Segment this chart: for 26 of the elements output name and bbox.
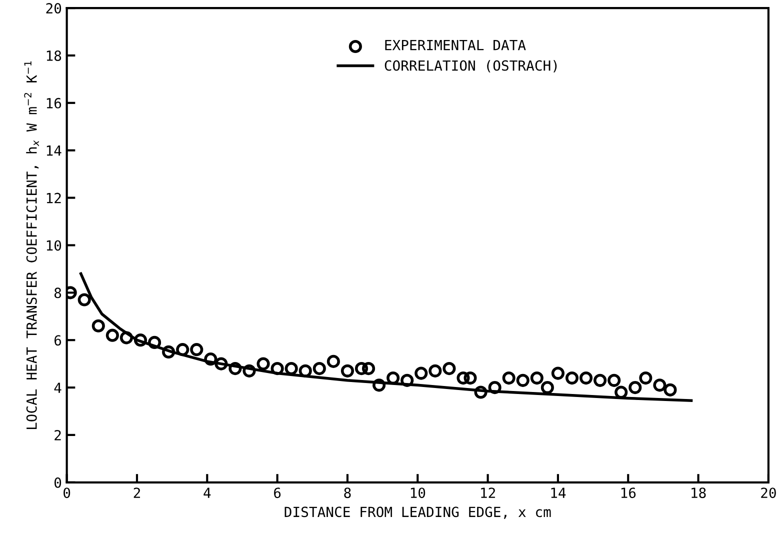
legend-label: EXPERIMENTAL DATA xyxy=(385,40,526,50)
legend-label: CORRELATION (OSTRACH) xyxy=(384,60,557,72)
x-tick-label: 0 xyxy=(64,488,70,498)
x-tick-label: 16 xyxy=(621,488,636,498)
x-tick-label: 10 xyxy=(410,488,426,498)
x-tick-label: 20 xyxy=(761,488,776,498)
y-tick-label: 16 xyxy=(46,98,62,108)
y-tick-label: 0 xyxy=(54,477,62,488)
x-tick-label: 18 xyxy=(692,488,706,498)
x-axis-title: DISTANCE FROM LEADING EDGE, x cm xyxy=(284,506,551,519)
y-tick-label: 18 xyxy=(46,50,62,61)
x-tick-label: 8 xyxy=(344,488,351,498)
y-tick-label: 20 xyxy=(46,3,62,14)
x-tick-label: 12 xyxy=(481,488,495,498)
y-tick-label: 4 xyxy=(54,382,62,393)
x-tick-label: 14 xyxy=(551,488,566,498)
y-tick-label: 10 xyxy=(46,240,62,251)
y-axis-title: LOCAL HEAT TRANSFER COEFFICIENT, h$_{x}$ W m$^{−2}$ K$^{−1}$ xyxy=(24,61,39,430)
y-tick-label: 6 xyxy=(54,335,62,346)
x-tick-label: 6 xyxy=(274,488,281,498)
x-tick-label: 2 xyxy=(134,488,140,498)
y-tick-label: 2 xyxy=(54,430,61,440)
y-tick-label: 12 xyxy=(46,192,61,204)
x-tick-label: 4 xyxy=(204,488,211,498)
y-tick-label: 8 xyxy=(54,288,62,298)
y-tick-label: 14 xyxy=(46,146,62,156)
